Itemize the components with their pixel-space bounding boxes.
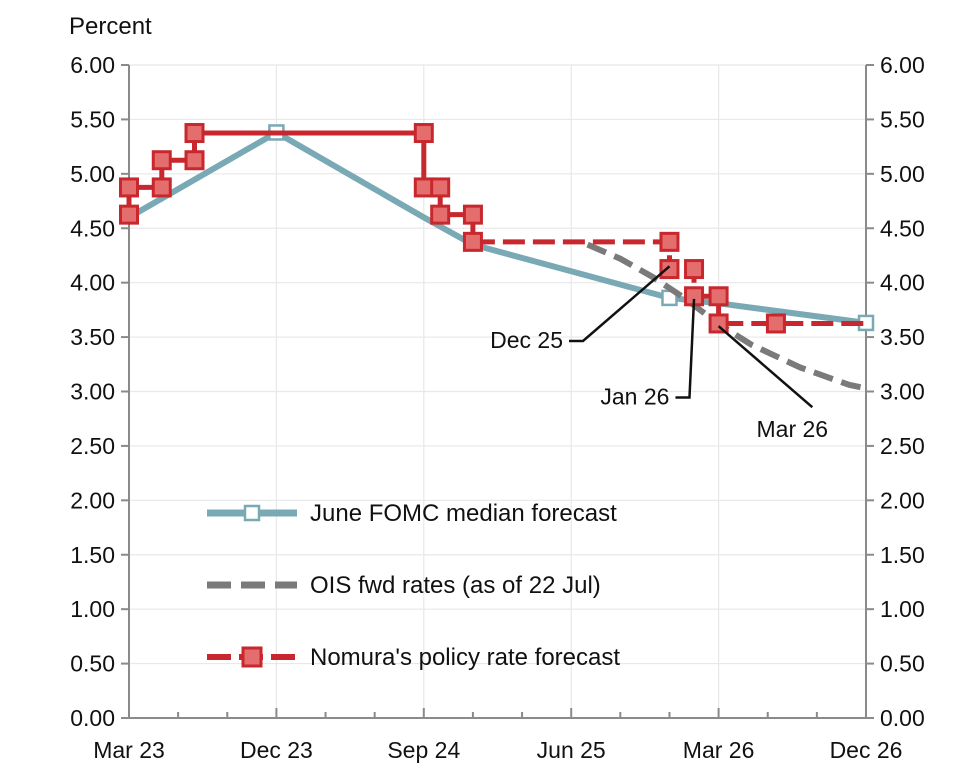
- x-tick-label: Jun 25: [537, 737, 606, 763]
- y-tick-label-left: 3.50: [70, 324, 115, 350]
- series-nomura-marker: [151, 177, 172, 198]
- series-nomura-marker: [659, 259, 680, 280]
- series: [119, 123, 875, 392]
- axes: 0.00 0.00 0.50 0.50 1.00 1.00 1.50 1.50 2.00 2.00…: [69, 13, 925, 763]
- series-nomura-marker: [430, 204, 451, 225]
- x-tick-label: Mar 26: [683, 737, 755, 763]
- x-tick-label: Dec 23: [240, 737, 313, 763]
- y-tick-label-right: 1.50: [880, 542, 925, 568]
- x-tick-label: Dec 26: [830, 737, 903, 763]
- y-tick-label-left: 6.00: [70, 52, 115, 78]
- y-tick-label-left: 4.50: [70, 215, 115, 241]
- series-nomura-marker: [708, 313, 729, 334]
- y-tick-label-left: 5.50: [70, 106, 115, 132]
- legend-nomura-marker: [241, 646, 263, 668]
- y-tick-label-right: 5.00: [880, 161, 925, 187]
- annotations: Dec 25 Jan 26 Mar 26: [490, 265, 829, 442]
- annotation-label: Mar 26: [757, 416, 829, 442]
- y-tick-label-right: 4.00: [880, 270, 925, 296]
- y-tick-label-right: 3.50: [880, 324, 925, 350]
- annotation-leader: [675, 298, 696, 399]
- y-tick-label-left: 2.50: [70, 433, 115, 459]
- series-nomura-marker: [708, 286, 729, 307]
- y-tick-label-left: 4.00: [70, 270, 115, 296]
- series-nomura-marker: [659, 231, 680, 252]
- legend-fomc-marker: [243, 504, 261, 522]
- y-tick-label-left: 1.50: [70, 542, 115, 568]
- legend: June FOMC median forecast OIS fwd rates (…: [207, 500, 620, 671]
- series-nomura-marker: [684, 259, 705, 280]
- grid: [129, 64, 867, 718]
- series-nomura-marker: [413, 123, 434, 144]
- y-tick-label-left: 1.00: [70, 596, 115, 622]
- series-nomura-marker: [430, 177, 451, 198]
- y-tick-label-left: 0.00: [70, 705, 115, 731]
- y-tick-label-right: 0.50: [880, 651, 925, 677]
- y-tick-label-left: 0.50: [70, 651, 115, 677]
- y-tick-label-left: 3.00: [70, 379, 115, 405]
- y-tick-label-right: 0.00: [880, 705, 925, 731]
- legend-fomc-label: June FOMC median forecast: [310, 500, 617, 527]
- series-nomura-marker: [119, 204, 139, 225]
- legend-ois-label: OIS fwd rates (as of 22 Jul): [310, 572, 601, 599]
- y-tick-label-right: 6.00: [880, 52, 925, 78]
- annotation-leader: [569, 265, 671, 343]
- y-tick-label-right: 1.00: [880, 596, 925, 622]
- series-nomura-marker: [462, 204, 483, 225]
- series-nomura-marker: [151, 150, 172, 171]
- x-tick-label: Mar 23: [93, 737, 165, 763]
- y-tick-label-right: 4.50: [880, 215, 925, 241]
- y-tick-label-left: 2.00: [70, 487, 115, 513]
- series-nomura-marker: [119, 177, 139, 198]
- legend-nomura-label: Nomura's policy rate forecast: [310, 644, 620, 671]
- series-nomura-marker: [765, 313, 786, 334]
- series-nomura-marker: [184, 150, 205, 171]
- y-tick-label-left: 5.00: [70, 161, 115, 187]
- series-nomura-marker: [462, 231, 483, 252]
- annotation-label: Dec 25: [490, 327, 563, 353]
- y-tick-label-right: 2.00: [880, 487, 925, 513]
- y-tick-label-right: 2.50: [880, 433, 925, 459]
- y-axis-title: Percent: [69, 13, 152, 40]
- y-tick-label-right: 3.00: [880, 379, 925, 405]
- annotation-leader: [717, 325, 814, 409]
- y-tick-label-right: 5.50: [880, 106, 925, 132]
- series-nomura-marker: [184, 123, 205, 144]
- x-tick-label: Sep 24: [387, 737, 460, 763]
- series-nomura-marker: [413, 177, 434, 198]
- annotation-label: Jan 26: [600, 384, 669, 410]
